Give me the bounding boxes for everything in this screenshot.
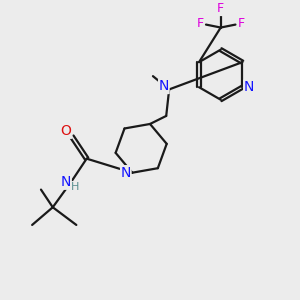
Text: H: H: [71, 182, 80, 192]
Text: N: N: [121, 166, 131, 180]
Text: F: F: [238, 16, 245, 30]
Text: F: F: [217, 2, 224, 16]
Text: N: N: [244, 80, 254, 94]
Text: O: O: [61, 124, 71, 138]
Text: F: F: [196, 16, 204, 30]
Text: N: N: [159, 80, 169, 94]
Text: N: N: [61, 175, 71, 189]
